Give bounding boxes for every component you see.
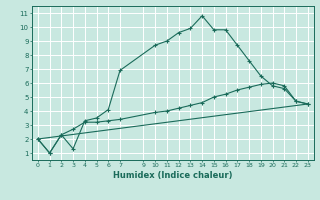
- X-axis label: Humidex (Indice chaleur): Humidex (Indice chaleur): [113, 171, 233, 180]
